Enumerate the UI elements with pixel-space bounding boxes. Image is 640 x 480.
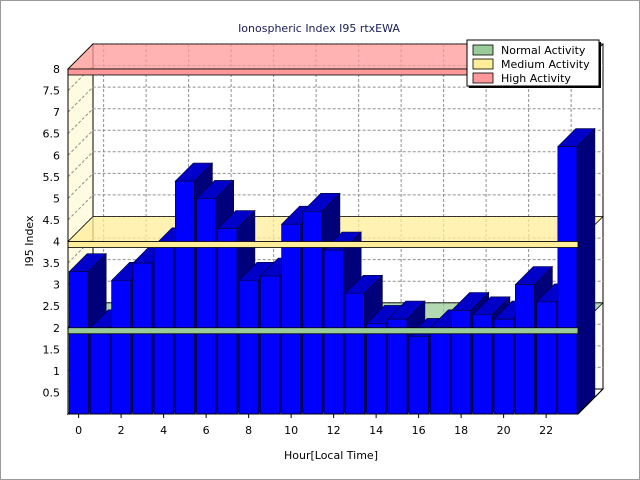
x-tick-label: 10 (284, 424, 298, 437)
x-tick-label: 4 (160, 424, 167, 437)
bar-front (281, 223, 301, 415)
y-tick-label: 4 (53, 236, 60, 249)
grid-line-horizontal (67, 86, 603, 113)
bar-front (90, 327, 110, 415)
bar-side (576, 127, 596, 415)
grid-line-horizontal (67, 172, 603, 199)
bar-front (111, 280, 131, 415)
x-tick-label: 0 (75, 424, 82, 437)
bar-front (345, 292, 365, 415)
grid-line-horizontal (67, 129, 603, 156)
y-tick-label: 1.5 (43, 343, 61, 356)
legend-entry: Normal Activity (501, 44, 586, 57)
bar-front (536, 301, 556, 415)
y-tick-label: 5 (53, 192, 60, 205)
y-tick-label: 6 (53, 149, 60, 162)
y-tick-label: 6.5 (43, 128, 61, 141)
axes (67, 69, 604, 415)
x-tick-label: 18 (454, 424, 468, 437)
bar-front (515, 284, 535, 415)
grid-line-horizontal (67, 151, 603, 178)
bar-front (408, 336, 429, 415)
bar-front (175, 180, 195, 415)
legend-entry: High Activity (501, 72, 571, 85)
y-axis-label: I95 Index (23, 215, 36, 267)
x-tick-label: 14 (369, 424, 383, 437)
chart-title: Ionospheric Index I95 rtxEWA (238, 22, 400, 35)
y-tick-label: 2.5 (43, 300, 61, 313)
x-axis-label: Hour[Local Time] (284, 449, 378, 462)
x-tick-label: 6 (203, 424, 210, 437)
bar-front (260, 275, 280, 415)
x-tick-label: 16 (412, 424, 426, 437)
x-tick-label: 12 (327, 424, 341, 437)
y-tick-label: 5.5 (43, 171, 61, 184)
legend-swatch (472, 44, 494, 56)
y-tick-label: 7.5 (43, 85, 61, 98)
y-tick-label: 3 (53, 279, 60, 292)
x-tick-label: 20 (497, 424, 511, 437)
band-front-edge (67, 327, 579, 335)
bar-front (451, 310, 471, 415)
bar-front (196, 198, 216, 415)
x-tick-label: 8 (245, 424, 252, 437)
bar-front (366, 323, 386, 415)
bar-front (238, 280, 259, 415)
bar-front (430, 327, 450, 415)
legend-swatch (472, 58, 494, 70)
band-front-edge (67, 241, 579, 248)
bar-front (557, 146, 578, 415)
bar (557, 127, 596, 415)
legend-entry: Medium Activity (501, 58, 590, 71)
y-tick-label: 2 (53, 322, 60, 335)
legend-swatch (472, 72, 494, 84)
y-tick-label: 4.5 (43, 214, 61, 227)
grid-line-horizontal (67, 108, 603, 135)
y-tick-label: 7 (53, 106, 60, 119)
grid-line-horizontal (67, 194, 603, 221)
y-tick-label: 8 (53, 63, 60, 76)
bar-front (68, 271, 89, 415)
x-tick-label: 2 (118, 424, 125, 437)
floor-edge (577, 388, 604, 415)
y-tick-label: 3.5 (43, 257, 61, 270)
x-tick-label: 22 (539, 424, 553, 437)
tick-labels: 0.5 1 1.5 2 2.5 3 3.5 4 4.5 5 5.5 6 6.5 7 7.5 8 0 2 4 6 8 10 1… (43, 63, 554, 437)
bar-front (217, 228, 238, 415)
bar-front (132, 262, 153, 415)
y-tick-label: 1 (53, 365, 60, 378)
y-tick-label: 0.5 (43, 386, 61, 399)
